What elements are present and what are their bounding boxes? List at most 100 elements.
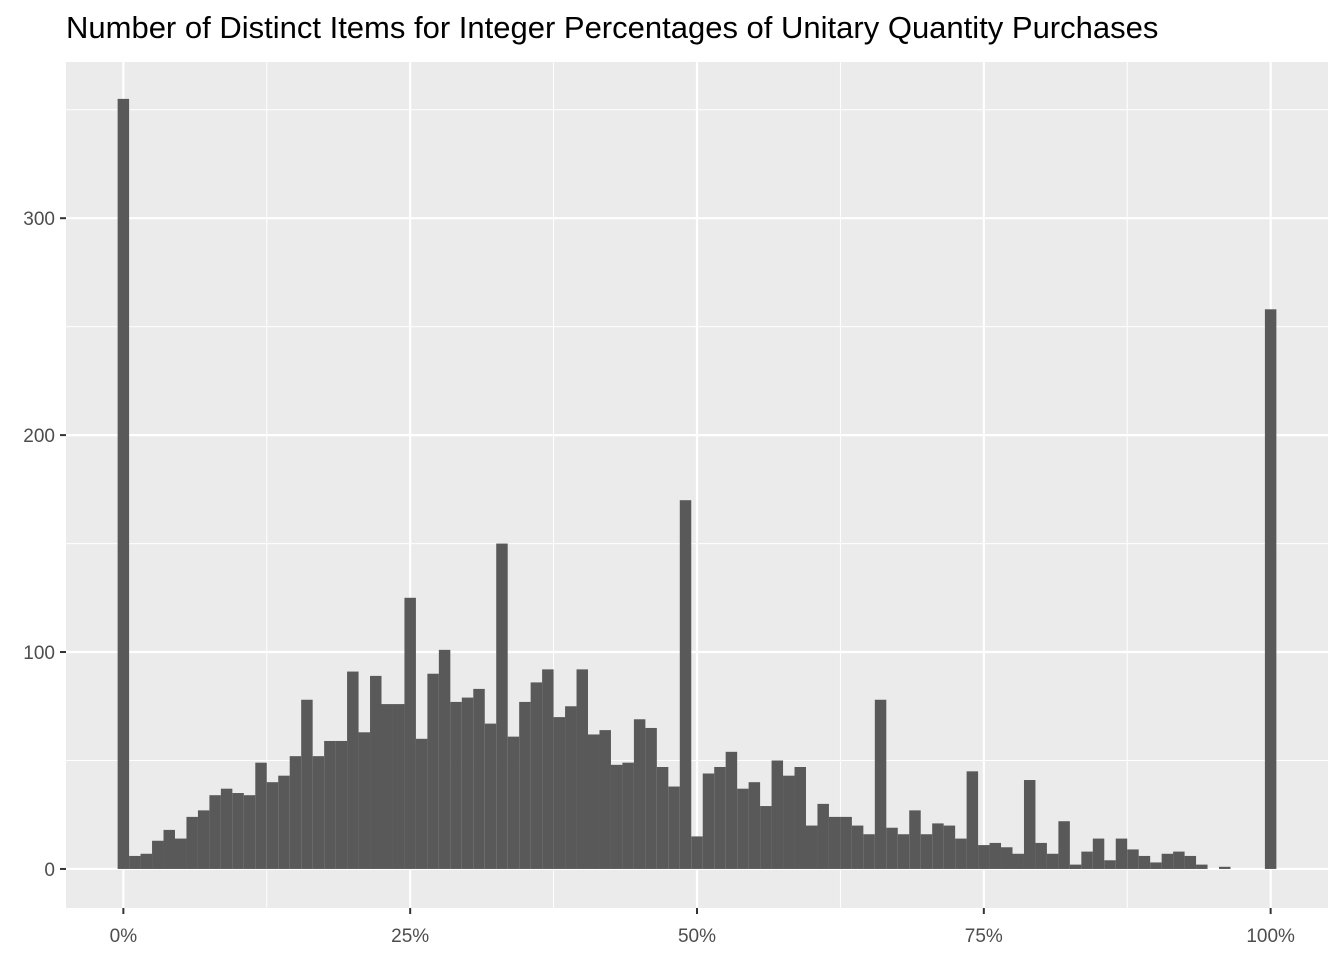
- histogram-bar: [1069, 864, 1082, 869]
- histogram-bar: [1012, 853, 1024, 869]
- histogram-bar: [324, 740, 336, 869]
- histogram-bar: [1196, 864, 1208, 869]
- histogram-bar: [886, 827, 898, 869]
- histogram-bar: [1184, 855, 1197, 869]
- histogram-bar: [656, 767, 669, 869]
- histogram-bar: [473, 688, 485, 869]
- histogram-bar: [255, 762, 267, 869]
- histogram-bar: [691, 836, 703, 869]
- histogram-bar: [1058, 821, 1070, 869]
- histogram-bar: [266, 782, 279, 869]
- histogram-bar: [1173, 851, 1185, 869]
- histogram-bar: [725, 751, 738, 869]
- x-tick-label: 100%: [1246, 926, 1295, 947]
- histogram-bar: [129, 855, 141, 869]
- histogram-bar: [645, 727, 657, 869]
- histogram-bar: [909, 810, 921, 869]
- histogram-bar: [955, 838, 967, 869]
- histogram-bar: [335, 740, 348, 869]
- histogram-bar: [1092, 838, 1105, 869]
- histogram-bar: [1127, 849, 1139, 869]
- histogram-bar: [289, 756, 302, 869]
- histogram-bar: [1023, 780, 1036, 869]
- histogram-bar: [530, 682, 543, 869]
- histogram-bar: [301, 699, 313, 869]
- histogram-bar: [415, 738, 428, 869]
- histogram-bar: [668, 786, 680, 869]
- histogram-bar: [507, 736, 520, 869]
- histogram-bar: [542, 669, 554, 869]
- histogram-bar: [427, 673, 439, 869]
- y-axis: 0 100 200 300: [23, 209, 66, 881]
- histogram-bar: [978, 845, 990, 869]
- histogram-bar: [197, 810, 210, 869]
- histogram-bar: [370, 675, 382, 869]
- y-tick-label: 200: [23, 426, 55, 447]
- histogram-bar: [702, 773, 715, 869]
- histogram-bar: [932, 823, 944, 869]
- histogram-bar: [874, 699, 887, 869]
- histogram-bar: [312, 756, 325, 869]
- histogram-bar: [920, 834, 933, 869]
- histogram-bar: [633, 719, 646, 869]
- histogram-bar: [943, 825, 956, 869]
- histogram-bar: [438, 649, 451, 869]
- histogram-bar: [714, 767, 726, 869]
- histogram-bar: [117, 98, 130, 869]
- histogram-bar: [989, 842, 1002, 869]
- histogram-bar: [461, 697, 474, 869]
- histogram-bar: [243, 795, 256, 869]
- histogram-bar: [840, 816, 852, 869]
- histogram-bar: [358, 732, 371, 869]
- x-tick-label: 0%: [110, 926, 138, 947]
- histogram-bar: [760, 806, 772, 869]
- histogram-bar: [1001, 847, 1013, 869]
- histogram-bar: [588, 734, 600, 869]
- histogram-bar: [484, 723, 497, 869]
- histogram-bar: [737, 788, 749, 869]
- histogram-bar: [794, 767, 806, 869]
- histogram-bar: [163, 829, 175, 869]
- histogram-bar: [748, 782, 761, 869]
- histogram-bar: [966, 771, 979, 869]
- histogram-bar: [1150, 862, 1162, 869]
- histogram-bar: [1081, 851, 1093, 869]
- histogram-bar: [783, 775, 795, 869]
- histogram-bar: [140, 853, 153, 869]
- x-tick-label: 50%: [678, 926, 716, 947]
- histogram-bar: [771, 760, 784, 869]
- y-tick-label: 0: [44, 860, 55, 881]
- histogram-bar: [897, 834, 910, 869]
- histogram-bar: [565, 706, 577, 869]
- histogram-bar: [496, 543, 508, 869]
- histogram-bar: [610, 764, 623, 869]
- histogram-bar: [817, 803, 829, 869]
- histogram-bar: [1219, 866, 1231, 869]
- histogram-bar: [278, 775, 290, 869]
- y-tick-label: 100: [23, 643, 55, 664]
- histogram-bar: [220, 788, 233, 869]
- histogram-bar: [232, 793, 244, 869]
- histogram-bar: [1046, 853, 1059, 869]
- histogram-bar: [679, 500, 692, 869]
- chart-title: Number of Distinct Items for Integer Per…: [66, 10, 1159, 45]
- histogram-bar: [174, 838, 187, 869]
- histogram-bar: [828, 816, 841, 869]
- histogram-bar: [186, 816, 198, 869]
- histogram-bar: [553, 717, 566, 869]
- x-axis: 0% 25% 50% 75% 100%: [110, 908, 1295, 947]
- histogram-bar: [863, 834, 875, 869]
- histogram-bar: [404, 597, 416, 869]
- histogram-bar: [1161, 853, 1174, 869]
- histogram-bar: [851, 825, 864, 869]
- x-tick-label: 75%: [965, 926, 1003, 947]
- histogram-bar: [1138, 855, 1151, 869]
- histogram-bar: [450, 701, 462, 869]
- y-tick-label: 300: [23, 209, 55, 230]
- histogram-bar: [519, 701, 531, 869]
- histogram-bar: [576, 669, 589, 869]
- histogram-bar: [392, 704, 405, 869]
- histogram-bar: [622, 762, 634, 869]
- histogram-bar: [347, 671, 359, 869]
